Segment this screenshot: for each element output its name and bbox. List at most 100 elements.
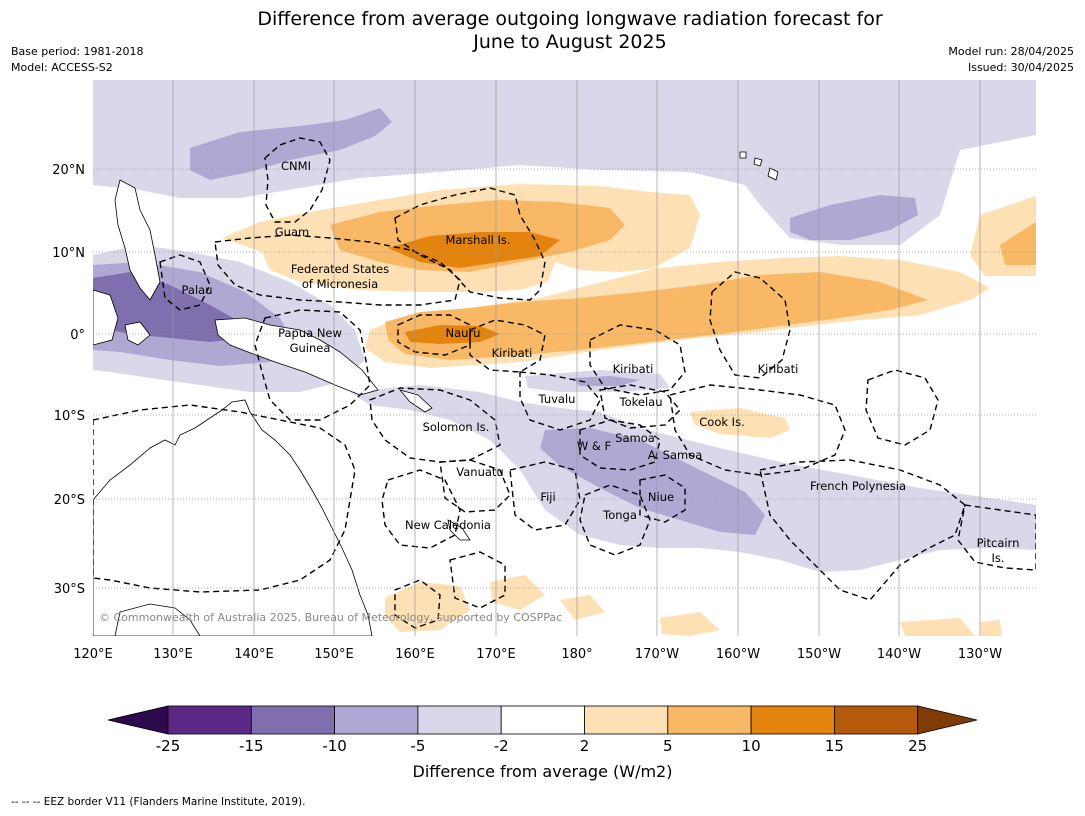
longitude-label: 140°W bbox=[877, 647, 921, 662]
colorbar bbox=[107, 705, 978, 735]
colorbar-tick: 2 bbox=[580, 737, 590, 755]
title-line-2: June to August 2025 bbox=[473, 31, 667, 53]
anomaly-south-3 bbox=[560, 595, 605, 620]
colorbar-extend-high bbox=[917, 705, 978, 735]
new-zealand-coast bbox=[114, 603, 201, 636]
region-label: Pitcairn bbox=[977, 536, 1020, 550]
longitude-label: 170°E bbox=[476, 647, 516, 662]
region-label: Papua New bbox=[278, 326, 342, 340]
anomaly-nauru-strong bbox=[405, 325, 500, 344]
anomaly-south-2 bbox=[490, 575, 545, 610]
region-label: French Polynesia bbox=[810, 479, 906, 493]
eez-south-2 bbox=[449, 551, 506, 609]
colorbar-extend-low bbox=[107, 705, 169, 735]
region-label: Marshall Is. bbox=[445, 233, 510, 247]
longitude-label: 130°E bbox=[153, 647, 193, 662]
colorbar-swatch bbox=[500, 705, 585, 735]
model-run: Model run: 28/04/2025 bbox=[948, 45, 1074, 58]
coastlines bbox=[93, 151, 779, 636]
eez-cook bbox=[669, 384, 846, 476]
colorbar-tick: 25 bbox=[908, 737, 927, 755]
region-label: of Micronesia bbox=[302, 277, 378, 291]
latitude-label: 20°N bbox=[52, 163, 85, 178]
region-label: CNMI bbox=[281, 159, 311, 173]
eez-wallis-samoa bbox=[579, 419, 661, 471]
region-label: Is. bbox=[991, 551, 1004, 565]
hawaii-islands bbox=[739, 151, 779, 181]
region-label: Federated States bbox=[291, 262, 389, 276]
eez-cnmi bbox=[264, 137, 331, 223]
latitude-label: 10°S bbox=[54, 409, 85, 424]
anomaly-south-6 bbox=[980, 620, 1002, 636]
region-label: Niue bbox=[648, 490, 674, 504]
region-label: Palau bbox=[182, 283, 213, 297]
latitude-labels: 20°N 10°N 0° 10°S 20°S 30°S bbox=[52, 163, 85, 597]
longitude-label: 150°E bbox=[314, 647, 354, 662]
latitude-label: 30°S bbox=[54, 582, 85, 597]
region-label: Guam bbox=[275, 225, 309, 239]
new-caledonia-coast bbox=[447, 519, 471, 541]
region-label: Cook Is. bbox=[699, 415, 744, 429]
graticule bbox=[93, 80, 1036, 636]
longitude-label: 140°E bbox=[234, 647, 274, 662]
eez-south-1 bbox=[394, 579, 441, 629]
colorbar-tick: 10 bbox=[742, 737, 761, 755]
eez-fsm bbox=[214, 234, 461, 306]
anomaly-east-medium bbox=[1000, 222, 1036, 265]
eez-pitcairn bbox=[957, 504, 1036, 571]
latitude-label: 10°N bbox=[52, 246, 85, 261]
anomaly-central-north bbox=[790, 195, 918, 240]
colorbar-label: Difference from average (W/m2) bbox=[412, 762, 673, 781]
colorbar-tick: -5 bbox=[410, 737, 425, 755]
longitude-label: 150°W bbox=[797, 647, 841, 662]
eez-borders bbox=[93, 137, 1036, 629]
anomaly-cook-positive bbox=[690, 408, 790, 438]
eez-kiribati-west bbox=[469, 319, 546, 373]
australia-coast bbox=[93, 399, 373, 636]
base-period: Base period: 1981-2018 bbox=[11, 45, 144, 58]
colorbar-swatch bbox=[417, 705, 502, 735]
eez-footnote: -- -- -- EEZ border V11 (Flanders Marine… bbox=[11, 796, 306, 808]
region-label: Kiribati bbox=[613, 362, 654, 376]
longitude-labels: 120°E 130°E 140°E 150°E 160°E 170°E 180° 170°W 1… bbox=[73, 647, 1002, 662]
colorbar-tick: 15 bbox=[825, 737, 844, 755]
colorbar-tick: 5 bbox=[663, 737, 673, 755]
map-area bbox=[93, 80, 1036, 636]
eez-nauru bbox=[397, 314, 471, 356]
colorbar-swatch bbox=[167, 705, 252, 735]
new-guinea-coast bbox=[214, 317, 379, 396]
colorbar-swatch bbox=[750, 705, 835, 735]
colorbar-tick: -2 bbox=[494, 737, 509, 755]
region-label: A. Samoa bbox=[648, 448, 703, 462]
anomaly-north-band bbox=[93, 80, 1036, 245]
region-label: Kiribati bbox=[492, 346, 533, 360]
region-label: Guinea bbox=[290, 341, 331, 355]
anomaly-south-4 bbox=[660, 612, 720, 636]
region-label: Solomon Is. bbox=[423, 420, 490, 434]
colorbar-swatch bbox=[334, 705, 419, 735]
eez-fiji bbox=[509, 461, 581, 531]
colorbar-swatch bbox=[250, 705, 336, 735]
copyright-notice: © Commonwealth of Australia 2025, Bureau… bbox=[99, 611, 562, 624]
region-label: Nauru bbox=[446, 326, 481, 340]
colorbar-tick: -15 bbox=[239, 737, 264, 755]
anomaly-south-5 bbox=[900, 618, 975, 636]
eez-marquesas bbox=[865, 369, 939, 446]
region-label: New Caledonia bbox=[405, 518, 491, 532]
anomaly-equator-medium bbox=[385, 272, 928, 360]
region-label: Tonga bbox=[602, 508, 637, 522]
borneo-coast bbox=[93, 289, 119, 346]
longitude-label: 180° bbox=[561, 647, 592, 662]
longitude-label: 130°W bbox=[958, 647, 1002, 662]
eez-tonga bbox=[579, 484, 651, 556]
model-name: Model: ACCESS-S2 bbox=[11, 61, 113, 74]
eez-french-polynesia bbox=[759, 459, 966, 601]
longitude-label: 120°E bbox=[73, 647, 113, 662]
colorbar-swatch bbox=[834, 705, 919, 735]
eez-png bbox=[254, 309, 371, 421]
region-label: Kiribati bbox=[758, 362, 799, 376]
longitude-label: 160°W bbox=[716, 647, 760, 662]
colorbar-tick-labels: -25 -15 -10 -5 -2 2 5 10 15 25 bbox=[156, 737, 927, 755]
